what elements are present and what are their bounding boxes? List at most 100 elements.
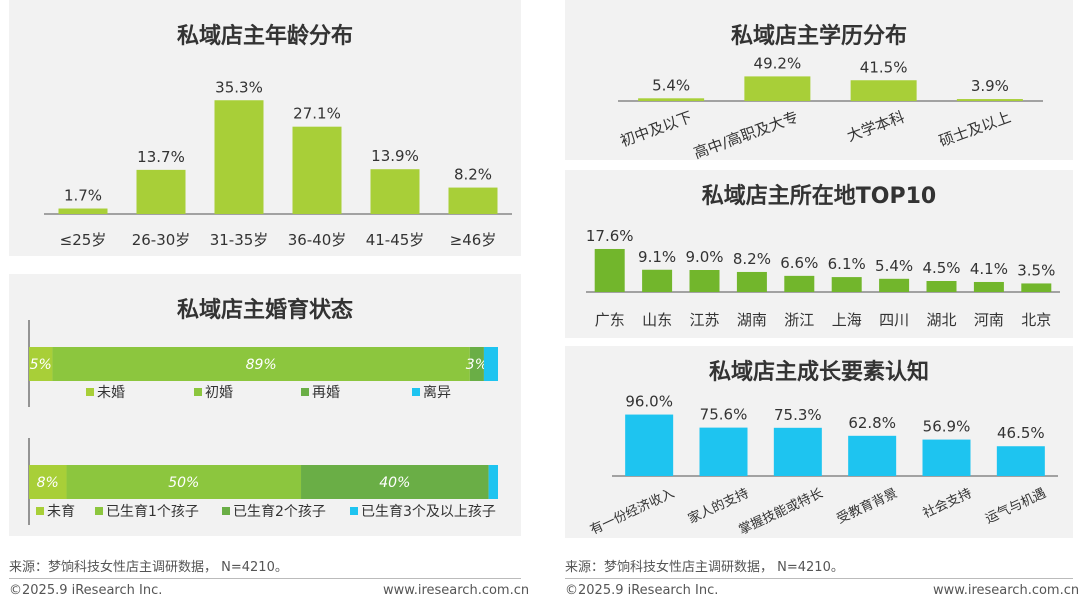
age-value-label: 35.3% [215,78,263,96]
marriage-segment [66,465,302,499]
footer-rule-right [565,578,1073,579]
growth-value-label: 62.8% [848,414,896,432]
legend-swatch [350,507,358,515]
source-note-left: 来源：梦饷科技女性店主调研数据， N=4210。 [9,560,288,575]
legend-swatch [95,507,103,515]
location-value-label: 9.1% [638,248,676,266]
marriage-segment [469,347,484,381]
legend-swatch [222,507,230,515]
growth-category-label: 社会支持 [920,485,974,521]
legend-swatch [412,388,420,396]
education-category-label: 大学本科 [844,108,907,145]
growth-value-label: 75.3% [774,406,822,424]
growth-bar [625,414,674,476]
legend-label: 已生育1个孩子 [106,504,199,520]
location-bar [879,278,910,292]
age-bar [370,169,420,214]
marriage-segment-label: 8% [37,475,59,491]
location-bar [642,269,673,292]
marriage-segment-label: 50% [168,475,199,491]
legend-swatch [301,388,309,396]
growth-bar [699,427,748,476]
location-category-label: 北京 [1021,311,1051,329]
marriage-segment [301,465,489,499]
location-chart-title: 私域店主所在地TOP10 [701,184,937,209]
location-bar [736,271,767,292]
location-category-label: 河南 [974,311,1004,329]
location-value-label: 4.1% [970,260,1008,278]
age-category-label: 31-35岁 [210,231,269,249]
source-note-right: 来源：梦饷科技女性店主调研数据， N=4210。 [565,560,844,575]
growth-bar [922,439,971,476]
legend-label: 已生育2个孩子 [233,504,326,520]
location-value-label: 3.5% [1017,261,1055,279]
growth-value-label: 96.0% [625,393,673,411]
education-value-label: 3.9% [971,77,1009,95]
education-bar [638,98,705,101]
education-bar [744,76,811,101]
legend-label: 未婚 [97,385,125,401]
location-category-label: 江苏 [689,311,719,329]
legend-label: 初婚 [205,384,233,401]
age-bar [214,100,264,214]
marriage-segment [52,347,470,381]
location-bar [831,277,862,292]
growth-bar [773,427,822,476]
age-bar [58,208,108,214]
education-bar [850,80,917,101]
location-category-label: 广东 [595,311,625,329]
legend-label: 再婚 [312,385,340,401]
education-value-label: 41.5% [860,58,908,76]
growth-chart-title: 私域店主成长要素认知 [708,360,929,385]
location-panel: 私域店主所在地TOP10 17.6% 广东 9.1% 山东 9.0% 江苏 8.2% 湖南 6.… [565,170,1073,338]
location-bar [926,281,957,292]
legend-label: 未育 [47,504,75,520]
site-link-left[interactable]: www.iresearch.com.cn [383,583,530,598]
location-category-label: 四川 [879,311,909,329]
education-bar [956,99,1023,101]
location-value-label: 5.4% [875,257,913,275]
marriage-segment-label: 5% [30,357,52,373]
growth-category-label: 运气与机遇 [983,485,1049,527]
age-bar [136,169,186,214]
legend-swatch [36,507,44,515]
site-link-right[interactable]: www.iresearch.com.cn [933,583,1080,598]
location-value-label: 8.2% [733,250,771,268]
education-chart: 5.4% 初中及以下 49.2% 高中/高职及大专 41.5% 大学本科 3.9% 硕士及以上 [618,54,1043,163]
age-category-label: 36-40岁 [288,231,347,249]
education-category-label: 硕士及以上 [937,108,1014,151]
age-category-label: ≤25岁 [60,231,107,249]
copyright-left: ©2025.9 iResearch Inc. [9,583,163,598]
marriage-segment [488,465,498,499]
legend-swatch [194,388,202,396]
marriage-chart-title: 私域店主婚育状态 [176,298,353,323]
footer-rule-left [9,578,521,579]
growth-panel: 私域店主成长要素认知 96.0% 有一份经济收入 75.6% 家人的支持 75.3% 掌握… [565,346,1073,538]
marriage-segment [483,347,498,381]
education-category-label: 高中/高职及大专 [691,108,801,163]
education-panel: 私域店主学历分布 5.4% 初中及以下 49.2% 高中/高职及大专 41.5% 大学本科… [565,0,1073,163]
legend-label: 离异 [423,384,451,401]
location-category-label: 湖南 [737,311,767,329]
location-chart: 17.6% 广东 9.1% 山东 9.0% 江苏 8.2% 湖南 6.6% 浙江 6.1% 上海 5.4… [586,227,1060,329]
marriage-segment-label: 3% [466,357,488,373]
growth-chart: 96.0% 有一份经济收入 75.6% 家人的支持 75.3% 掌握技能或特长 62.8% 受… [588,393,1058,538]
marriage-segment-label: 89% [246,357,277,373]
age-category-label: ≥46岁 [450,231,497,249]
marriage-segment [29,347,53,381]
age-chart-title: 私域店主年龄分布 [176,24,353,49]
growth-value-label: 56.9% [923,418,971,436]
growth-category-label: 受教育背景 [834,485,900,527]
marriage-segment [29,465,67,499]
location-value-label: 6.1% [828,255,866,273]
age-value-label: 27.1% [293,105,341,123]
location-bar [973,281,1004,292]
education-value-label: 49.2% [754,54,802,72]
marriage-segment-label: 40% [379,475,410,491]
growth-category-label: 有一份经济收入 [588,486,677,538]
growth-category-label: 家人的支持 [686,485,752,527]
location-bar [784,275,815,292]
legend-label: 已生育3个及以上孩子 [361,504,496,520]
growth-category-label: 掌握技能或特长 [737,486,826,538]
growth-bar [848,435,897,476]
